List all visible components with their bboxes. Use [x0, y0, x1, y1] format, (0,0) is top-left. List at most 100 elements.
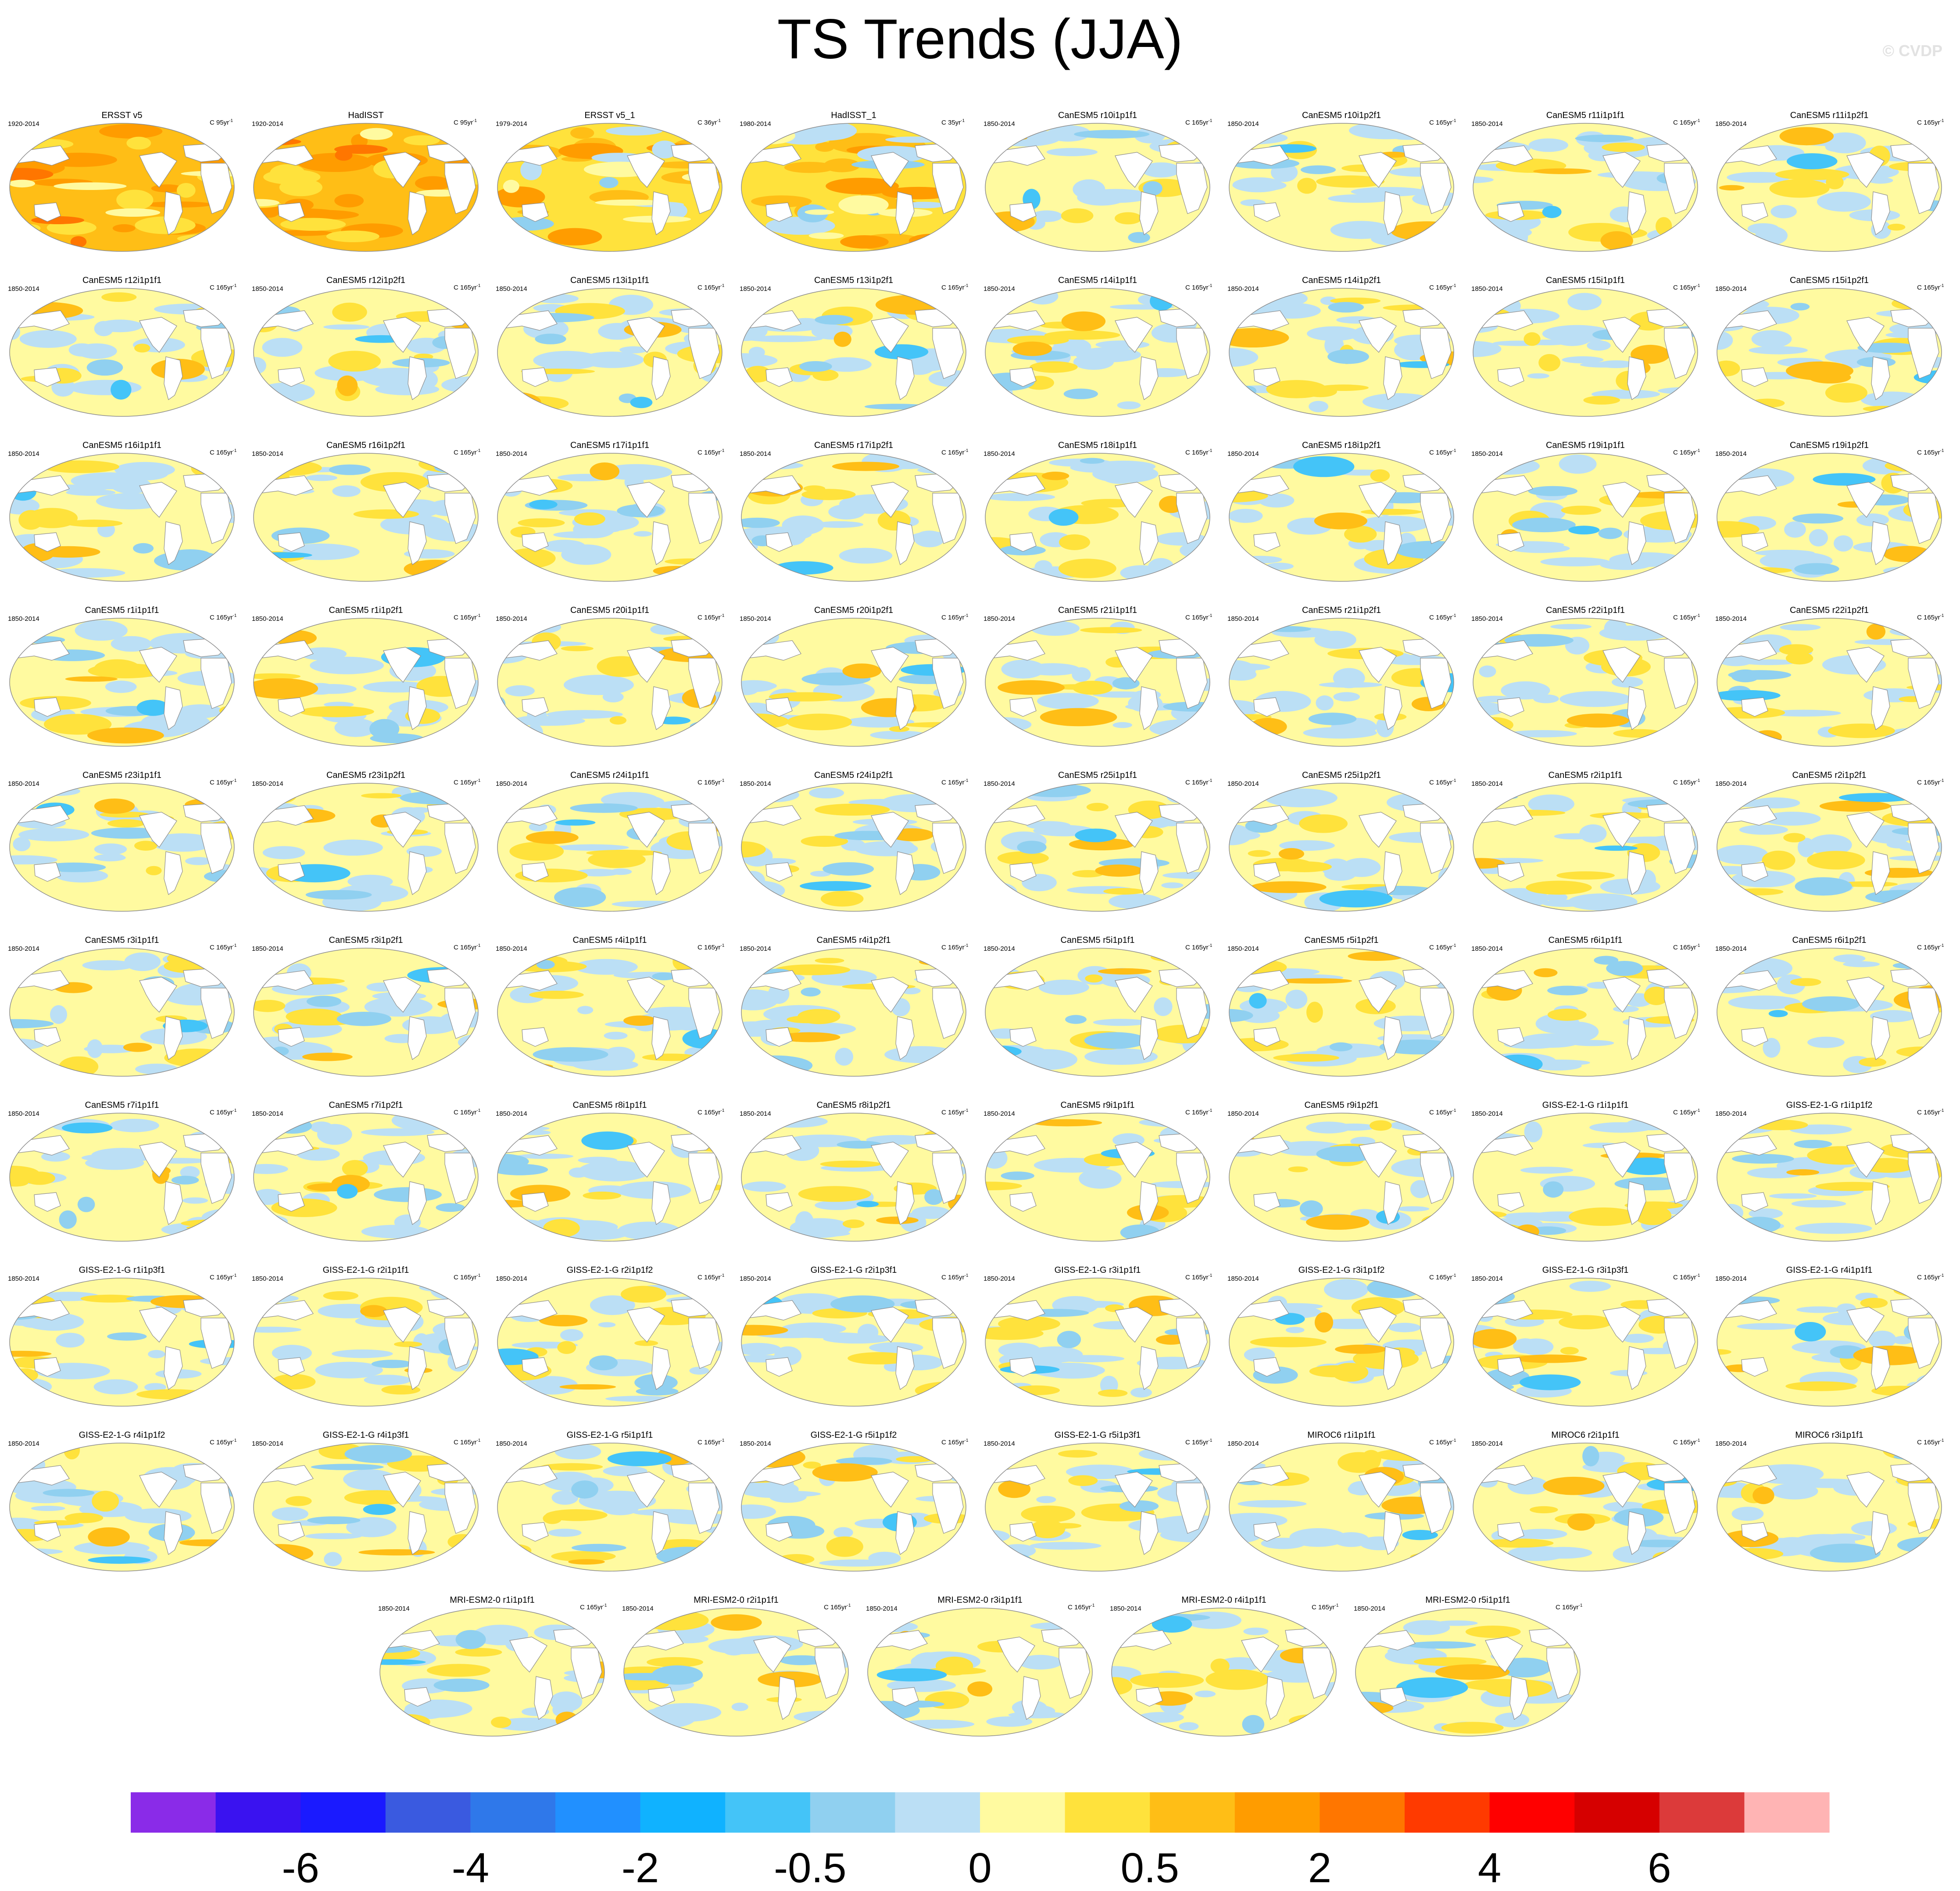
panel-period: 1850-2014: [984, 450, 1015, 458]
colorbar-swatch: [1065, 1792, 1150, 1833]
panel-units: C 165yr-1: [1429, 448, 1456, 456]
panel-period: 1850-2014: [740, 945, 771, 953]
panel-period: 1850-2014: [984, 1275, 1015, 1282]
map-panel: MRI-ESM2-0 r1i1p1f1 1850-2014 C 165yr-1: [374, 1595, 611, 1755]
panel-period: 1850-2014: [1715, 1440, 1747, 1447]
panel-title: GISS-E2-1-G r4i1p1f2: [79, 1430, 165, 1440]
panel-title: CanESM5 r13i1p1f1: [570, 276, 650, 285]
map-panel: CanESM5 r11i1p2f1 1850-2014 C 165yr-1: [1711, 111, 1948, 271]
map-panel: CanESM5 r14i1p1f1 1850-2014 C 165yr-1: [979, 276, 1216, 436]
panel-period: 1850-2014: [740, 780, 771, 788]
panel-title: CanESM5 r14i1p1f1: [1058, 276, 1137, 285]
panel-title: MRI-ESM2-0 r3i1p1f1: [937, 1595, 1023, 1605]
panel-period: 1920-2014: [8, 120, 39, 128]
panel-units: C 95yr-1: [210, 118, 233, 126]
panel-units: C 165yr-1: [580, 1603, 607, 1611]
map-panel: CanESM5 r4i1p2f1 1850-2014 C 165yr-1: [735, 935, 972, 1096]
panel-title: CanESM5 r2i1p2f1: [1792, 770, 1867, 780]
colorbar-swatch: [1574, 1792, 1660, 1833]
panel-title: CanESM5 r25i1p2f1: [1302, 770, 1381, 780]
panel-title: CanESM5 r6i1p1f1: [1548, 935, 1623, 945]
trend-map: [1717, 453, 1942, 582]
colorbar-tick-label: 0.5: [1120, 1844, 1179, 1891]
panel-units: C 165yr-1: [1673, 448, 1700, 456]
panel-period: 1850-2014: [252, 945, 283, 953]
panel-period: 1850-2014: [984, 615, 1015, 623]
map-panel: CanESM5 r19i1p1f1 1850-2014 C 165yr-1: [1467, 441, 1704, 601]
colorbar-swatch: [895, 1792, 980, 1833]
trend-map: [9, 618, 235, 747]
panel-units: C 165yr-1: [697, 1108, 725, 1116]
panel-title: CanESM5 r14i1p2f1: [1302, 276, 1381, 285]
panel-title: GISS-E2-1-G r3i1p1f1: [1054, 1265, 1141, 1275]
trend-map: [1717, 288, 1942, 417]
panel-title: GISS-E2-1-G r2i1p1f1: [322, 1265, 409, 1275]
panel-title: CanESM5 r24i1p1f1: [570, 770, 650, 780]
panel-units: C 165yr-1: [1673, 1438, 1700, 1446]
trend-map: [379, 1608, 605, 1737]
trend-map: [497, 1113, 722, 1242]
panel-period: 1850-2014: [1471, 615, 1503, 623]
panel-period: 1850-2014: [252, 615, 283, 623]
colorbar-swatch: [470, 1792, 556, 1833]
map-panel: CanESM5 r9i1p1f1 1850-2014 C 165yr-1: [979, 1100, 1216, 1261]
trend-map: [497, 123, 722, 252]
panel-period: 1850-2014: [1227, 615, 1259, 623]
panel-title: CanESM5 r4i1p2f1: [816, 935, 891, 945]
colorbar-swatch: [385, 1792, 471, 1833]
panel-units: C 165yr-1: [1429, 1438, 1456, 1446]
colorbar-tick-label: -4: [452, 1844, 489, 1891]
map-panel: CanESM5 r21i1p1f1 1850-2014 C 165yr-1: [979, 605, 1216, 766]
map-panel: GISS-E2-1-G r3i1p1f1 1850-2014 C 165yr-1: [979, 1265, 1216, 1425]
panel-units: C 165yr-1: [941, 1273, 969, 1281]
colorbar-swatch: [1234, 1792, 1320, 1833]
map-panel: GISS-E2-1-G r3i1p1f2 1850-2014 C 165yr-1: [1223, 1265, 1460, 1425]
trend-map: [497, 288, 722, 417]
panel-units: C 165yr-1: [1917, 778, 1944, 786]
panel-period: 1850-2014: [1715, 1110, 1747, 1117]
panel-period: 1850-2014: [1715, 615, 1747, 623]
map-panel: GISS-E2-1-G r4i1p1f1 1850-2014 C 165yr-1: [1711, 1265, 1948, 1425]
trend-map: [253, 618, 479, 747]
panel-period: 1850-2014: [8, 1440, 39, 1447]
panel-units: C 165yr-1: [1429, 1273, 1456, 1281]
trend-map: [1229, 1443, 1454, 1572]
panel-title: CanESM5 r19i1p1f1: [1545, 441, 1625, 450]
panel-units: C 165yr-1: [697, 1438, 725, 1446]
panel-title: CanESM5 r3i1p1f1: [85, 935, 159, 945]
colorbar-swatch: [1150, 1792, 1235, 1833]
watermark: © CVDP: [1882, 42, 1942, 60]
map-panel: CanESM5 r22i1p2f1 1850-2014 C 165yr-1: [1711, 605, 1948, 766]
map-panel: CanESM5 r18i1p1f1 1850-2014 C 165yr-1: [979, 441, 1216, 601]
panel-units: C 165yr-1: [941, 1438, 969, 1446]
panel-period: 1850-2014: [1471, 120, 1503, 128]
panel-period: 1850-2014: [496, 945, 527, 953]
panel-units: C 165yr-1: [1917, 118, 1944, 126]
panel-title: MIROC6 r1i1p1f1: [1307, 1430, 1376, 1440]
panel-title: GISS-E2-1-G r1i1p3f1: [79, 1265, 165, 1275]
panel-units: C 165yr-1: [454, 613, 481, 621]
trend-map: [741, 1113, 966, 1242]
panel-period: 1850-2014: [1227, 1275, 1259, 1282]
trend-map: [1717, 783, 1942, 912]
trend-map: [253, 948, 479, 1077]
colorbar-tick-label: 6: [1648, 1844, 1671, 1891]
panel-period: 1850-2014: [1471, 1110, 1503, 1117]
panel-period: 1920-2014: [252, 120, 283, 128]
colorbar-swatch: [555, 1792, 641, 1833]
panel-units: C 36yr-1: [697, 118, 721, 126]
panel-units: C 165yr-1: [941, 613, 969, 621]
map-panel: GISS-E2-1-G r5i1p3f1 1850-2014 C 165yr-1: [979, 1430, 1216, 1590]
panel-period: 1850-2014: [8, 285, 39, 293]
map-panel: CanESM5 r24i1p1f1 1850-2014 C 165yr-1: [491, 770, 728, 931]
panel-units: C 165yr-1: [1185, 1273, 1212, 1281]
map-panel: CanESM5 r19i1p2f1 1850-2014 C 165yr-1: [1711, 441, 1948, 601]
panel-title: GISS-E2-1-G r1i1p1f1: [1542, 1100, 1629, 1110]
panel-units: C 165yr-1: [454, 778, 481, 786]
map-panel: CanESM5 r1i1p2f1 1850-2014 C 165yr-1: [247, 605, 484, 766]
map-panel: CanESM5 r7i1p1f1 1850-2014 C 165yr-1: [4, 1100, 240, 1261]
map-panel: CanESM5 r16i1p1f1 1850-2014 C 165yr-1: [4, 441, 240, 601]
panel-title: CanESM5 r7i1p2f1: [329, 1100, 403, 1110]
panel-period: 1850-2014: [496, 285, 527, 293]
panel-period: 1850-2014: [1354, 1605, 1385, 1612]
